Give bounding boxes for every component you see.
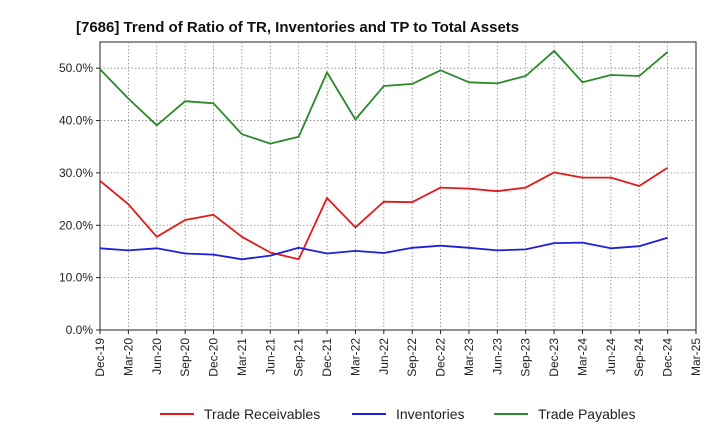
x-tick-label: Mar-22 <box>348 338 362 376</box>
series-lines <box>99 50 669 261</box>
x-tick-label: Sep-21 <box>292 338 306 377</box>
series-line-trade-payables <box>99 50 669 145</box>
x-tick-label: Dec-20 <box>207 338 221 377</box>
y-tick-label: 0.0% <box>66 323 94 337</box>
x-tick-label: Mar-20 <box>121 338 135 376</box>
x-tick-label: Dec-23 <box>547 338 561 377</box>
legend-label-inventories: Inventories <box>396 406 464 422</box>
legend-label-trade-payables: Trade Payables <box>538 406 636 422</box>
x-tick-label: Jun-24 <box>604 338 618 375</box>
y-tick-label: 10.0% <box>59 271 93 285</box>
y-tick-label: 30.0% <box>59 166 93 180</box>
x-tick-label: Dec-22 <box>434 338 448 377</box>
plot-area <box>99 41 697 331</box>
x-tick-label: Mar-24 <box>575 338 589 376</box>
y-axis: 0.0% 10.0% 20.0% 30.0% 40.0% 50.0% <box>59 61 100 337</box>
y-tick-label: 20.0% <box>59 218 93 232</box>
grid-lines <box>100 42 696 330</box>
x-tick-label: Sep-20 <box>178 338 192 377</box>
y-tick-label: 50.0% <box>59 61 93 75</box>
x-tick-label: Sep-24 <box>632 338 646 377</box>
y-tick-label: 40.0% <box>59 114 93 128</box>
x-tick-label: Jun-21 <box>263 338 277 375</box>
x-tick-label: Dec-21 <box>320 338 334 377</box>
x-tick-label: Dec-19 <box>93 338 107 377</box>
x-tick-label: Sep-23 <box>519 338 533 377</box>
x-tick-label: Mar-21 <box>235 338 249 376</box>
series-line-inventories <box>99 236 668 261</box>
legend-label-trade-receivables: Trade Receivables <box>204 406 320 422</box>
series-line-trade-receivables <box>99 166 669 261</box>
x-tick-label: Mar-23 <box>462 338 476 376</box>
x-tick-label: Dec-24 <box>661 338 675 377</box>
x-tick-label: Jun-20 <box>150 338 164 375</box>
chart-title: [7686] Trend of Ratio of TR, Inventories… <box>76 19 519 36</box>
legend: Trade Receivables Inventories Trade Payabl… <box>160 406 636 422</box>
x-tick-label: Jun-23 <box>490 338 504 375</box>
x-axis: Dec-19 Mar-20 Jun-20 Sep-20 Dec-20 Mar-21 Jun-… <box>93 330 703 377</box>
x-tick-label: Mar-25 <box>689 338 703 376</box>
x-tick-label: Jun-22 <box>377 338 391 375</box>
x-tick-label: Sep-22 <box>405 338 419 377</box>
